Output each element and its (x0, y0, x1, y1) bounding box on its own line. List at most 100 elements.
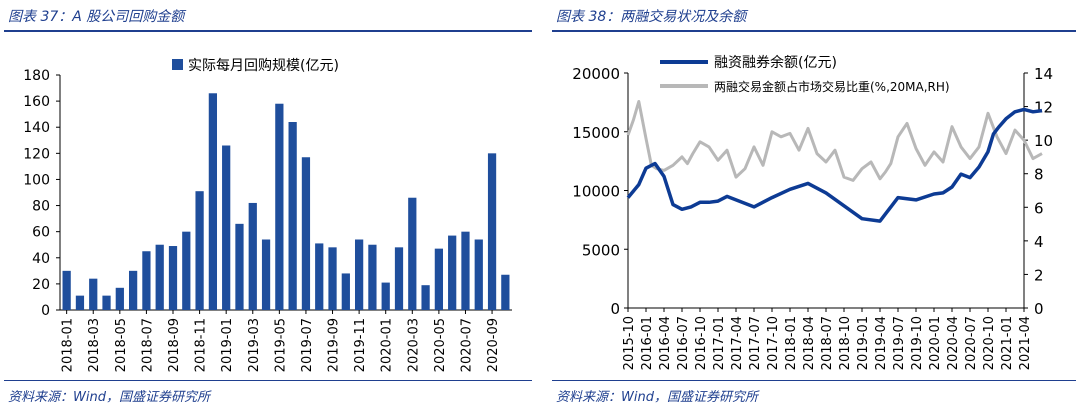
left-y-tick-label: 60 (32, 225, 50, 241)
left-x-tick-label: 2018-05 (114, 318, 129, 372)
buyback-bar (288, 122, 297, 310)
left-legend-label: 实际每月回购规模(亿元) (188, 58, 339, 74)
buyback-bar (328, 247, 337, 310)
right-source-note: 资料来源：Wind，国盛证券研究所 (556, 390, 758, 405)
right-legend-label-balance: 融资融券余额(亿元) (714, 54, 837, 71)
buyback-bar (394, 247, 404, 310)
right-legend-label-ratio: 两融交易金额占市场交易比重(%,20MA,RH) (714, 79, 950, 94)
left-y-tick-label: 100 (23, 172, 50, 188)
left-x-tick-label: 2019-05 (273, 318, 288, 372)
left-x-tick-label: 2018-09 (167, 318, 182, 372)
right-chart-x-tick-label: 2016-10 (694, 316, 709, 370)
right-chart-x-tick-label: 2016-07 (676, 316, 691, 370)
right-chart-x-tick-label: 2015-10 (622, 316, 637, 370)
buyback-bar (315, 243, 324, 310)
left-x-tick-label: 2020-09 (486, 318, 501, 372)
left-x-tick-label: 2018-03 (87, 318, 102, 372)
buyback-bar (474, 239, 483, 310)
buyback-bar (341, 273, 350, 310)
right-chart-right-tick-label: 8 (1034, 166, 1044, 184)
right-chart-right-tick-label: 10 (1034, 132, 1053, 150)
buyback-bar (354, 239, 364, 310)
margin-balance-line (626, 107, 1043, 223)
right-chart-x-tick-label: 2018-07 (820, 316, 835, 370)
left-y-tick-label: 120 (23, 146, 50, 162)
buyback-bar (487, 153, 497, 310)
left-x-tick-label: 2020-03 (406, 318, 421, 372)
right-chart-left-tick-label: 20000 (572, 65, 620, 83)
buyback-bar (62, 270, 71, 310)
buyback-bar (381, 282, 390, 310)
buyback-bar (501, 274, 510, 310)
buyback-bar (408, 197, 417, 310)
right-chart-x-tick-label: 2017-01 (712, 316, 727, 370)
buyback-bar (208, 93, 218, 311)
right-chart-right-tick-label: 12 (1034, 99, 1053, 117)
right-chart-x-tick-label: 2016-04 (658, 316, 673, 370)
right-chart-right-tick-label: 6 (1034, 199, 1044, 217)
left-title-rule (4, 30, 532, 32)
left-x-tick-label: 2019-07 (300, 318, 315, 372)
buyback-bar (155, 244, 164, 310)
buyback-bar (461, 231, 470, 310)
right-chart-x-tick-label: 2020-10 (982, 316, 997, 370)
right-chart-x-tick-label: 2016-01 (640, 316, 655, 370)
right-chart-x-tick-label: 2021-04 (1018, 316, 1033, 370)
left-footer-rule (4, 380, 532, 381)
right-chart-x-tick-label: 2018-01 (784, 316, 799, 370)
buyback-bar (275, 103, 284, 310)
left-x-tick-label: 2020-07 (459, 318, 474, 372)
right-chart-right-tick-label: 0 (1034, 300, 1044, 318)
left-x-tick-label: 2019-01 (220, 318, 235, 372)
right-chart-x-tick-label: 2019-04 (874, 316, 889, 370)
left-x-tick-label: 2020-01 (380, 318, 395, 372)
left-x-tick-label: 2019-09 (327, 318, 342, 372)
right-chart-x-tick-label: 2020-04 (946, 316, 961, 370)
left-source-note: 资料来源：Wind，国盛证券研究所 (8, 390, 210, 405)
left-legend-swatch (172, 59, 183, 70)
buyback-bar (115, 287, 124, 310)
right-chart-x-tick-label: 2020-01 (928, 316, 943, 370)
right-title-rule (552, 30, 1076, 32)
margin-share-ratio-line (626, 100, 1043, 182)
right-chart-left-tick-label: 5000 (582, 241, 620, 259)
left-y-tick-label: 40 (32, 251, 50, 267)
left-x-tick-label: 2018-01 (61, 318, 76, 372)
left-y-tick-label: 160 (23, 94, 50, 110)
right-figure-title: 图表 38：两融交易状况及余额 (556, 9, 747, 25)
right-chart-left-tick-label: 10000 (572, 183, 620, 201)
buyback-bar (75, 295, 85, 310)
right-footer-rule (552, 380, 1076, 381)
right-chart-left-tick-label: 0 (610, 300, 620, 318)
left-figure-title: 图表 37：A 股公司回购金额 (8, 9, 185, 25)
left-y-tick-label: 80 (32, 199, 50, 215)
buyback-bar (195, 191, 204, 310)
buyback-bar (421, 285, 430, 310)
buyback-bar (368, 244, 377, 310)
right-chart-x-tick-label: 2018-04 (802, 316, 817, 370)
right-chart-x-tick-label: 2019-10 (910, 316, 925, 370)
buyback-bar (301, 157, 311, 310)
right-chart-x-tick-label: 2020-07 (964, 316, 979, 370)
left-y-tick-label: 180 (23, 68, 50, 84)
right-chart-x-tick-label: 2019-07 (892, 316, 907, 370)
right-chart-right-tick-label: 2 (1034, 266, 1044, 284)
left-x-tick-label: 2019-11 (353, 318, 368, 372)
buyback-bar-chart: 0 20 40 60 80 100 120 140 160 180 2018-01 2018-03 20… (23, 58, 512, 372)
right-chart-x-tick-label: 2019-01 (856, 316, 871, 370)
buyback-bar (434, 248, 444, 310)
left-y-tick-label: 140 (23, 120, 50, 136)
buyback-bar (89, 278, 98, 310)
left-x-tick-label: 2019-03 (247, 318, 262, 372)
right-chart-left-tick-label: 15000 (572, 124, 620, 142)
right-chart-x-tick-label: 2018-10 (838, 316, 853, 370)
buyback-bar (222, 145, 231, 310)
left-x-tick-label: 2018-07 (140, 318, 155, 372)
left-x-tick-label: 2018-11 (194, 318, 209, 372)
buyback-bar (102, 295, 111, 310)
right-chart-right-tick-label: 4 (1034, 233, 1044, 251)
right-chart-right-tick-label: 14 (1034, 65, 1053, 83)
left-x-tick-label: 2020-05 (433, 318, 448, 372)
buyback-bar (182, 231, 191, 310)
